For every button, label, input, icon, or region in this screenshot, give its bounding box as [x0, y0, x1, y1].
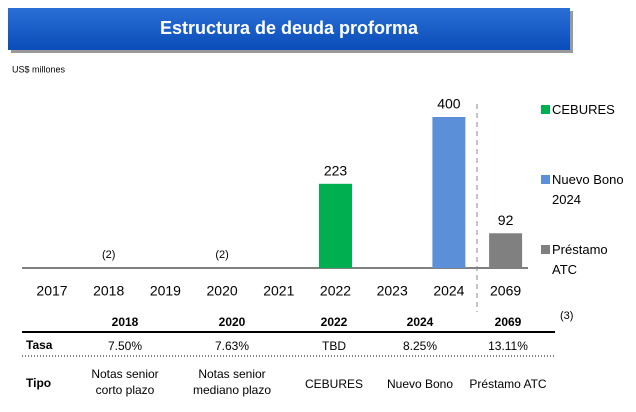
table-cell: CEBURES: [304, 377, 364, 391]
annotation: (2): [215, 249, 228, 261]
table-cell: 8.25%: [402, 339, 438, 353]
legend-swatch: [541, 245, 550, 254]
x-tick-label: 2021: [263, 283, 294, 299]
legend-label: CEBURES: [552, 102, 615, 117]
table-header: 2020: [218, 315, 246, 329]
row-label: Tipo: [26, 376, 52, 390]
x-tick-label: 2022: [320, 283, 351, 299]
table-cell: corto plazo: [95, 383, 155, 397]
table-cell: Nuevo Bono: [386, 377, 454, 391]
x-tick-label: 2024: [433, 283, 464, 299]
title-banner: [8, 8, 570, 50]
x-tick-label: 2019: [150, 283, 181, 299]
table-cell: 7.50%: [107, 339, 143, 353]
x-tick-label: 2069: [490, 283, 521, 299]
table-header: 2024: [406, 315, 434, 329]
table-cell: Notas senior: [198, 367, 266, 381]
bar: [489, 233, 523, 268]
x-tick-label: 2018: [93, 283, 124, 299]
row-label: Tasa: [26, 338, 53, 352]
value-label: 92: [498, 212, 514, 228]
table-header: 2069: [494, 315, 522, 329]
legend-label: Préstamo ATC: [552, 242, 608, 277]
table-cell: Notas senior: [91, 367, 159, 381]
footnote: (3): [560, 310, 574, 322]
table-cell: mediano plazo: [192, 383, 272, 397]
legend-swatch: [541, 175, 550, 184]
table-cell: TBD: [322, 339, 346, 353]
x-tick-label: 2023: [377, 283, 408, 299]
annotation: (2): [102, 249, 115, 261]
table-cell: 13.11%: [488, 339, 528, 353]
table-cell: Préstamo ATC: [469, 377, 547, 391]
x-tick-label: 2020: [207, 283, 238, 299]
table-header: 2022: [320, 315, 348, 329]
value-label: 223: [324, 163, 348, 179]
table-header: 2018: [111, 315, 139, 329]
legend-label: Nuevo Bono 2024: [552, 172, 624, 207]
legend-swatch: [541, 105, 550, 114]
table-cell: 7.63%: [214, 339, 250, 353]
x-tick-label: 2017: [36, 283, 67, 299]
bar: [432, 117, 466, 268]
bar: [319, 183, 352, 268]
chart-title: Estructura de deuda proforma: [160, 18, 419, 38]
subtitle: US$ millones: [12, 64, 66, 74]
value-label: 400: [437, 96, 461, 112]
